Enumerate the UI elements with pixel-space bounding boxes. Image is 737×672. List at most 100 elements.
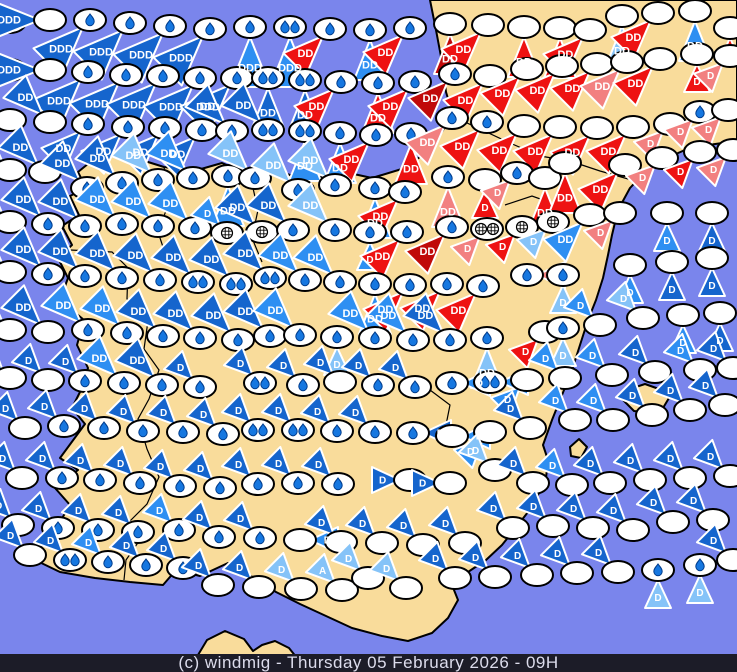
- wind-strength-label: D: [542, 354, 549, 365]
- wind-station-symbol: [222, 230, 287, 290]
- rain-drop-icon: [197, 123, 207, 137]
- wind-cone: [692, 438, 724, 470]
- station-oval: [596, 408, 630, 432]
- wind-cone: [662, 332, 694, 364]
- rain-drop-icon: [122, 326, 132, 340]
- copyright-date-text: (c) windmig - Thursday 05 February 2026 …: [178, 653, 559, 672]
- wind-station-symbol: [479, 161, 534, 211]
- wind-strength-label: DDD: [89, 46, 113, 58]
- station-oval: [610, 50, 644, 74]
- wind-strength-label: DD: [203, 254, 219, 266]
- station-oval: [626, 306, 660, 330]
- wind-station-symbol: [690, 98, 737, 148]
- wind-cone: [404, 233, 446, 275]
- wind-strength-label: DD: [455, 44, 471, 56]
- rain-drop-icon: [117, 217, 127, 231]
- wind-strength-label: D: [120, 407, 127, 418]
- wind-station-symbol: [300, 446, 355, 496]
- rain-drop-icon: [85, 13, 95, 27]
- wind-strength-label: DD: [307, 252, 323, 264]
- wind-cone: [695, 522, 727, 554]
- wind-station-symbol: [220, 392, 275, 442]
- wind-strength-label: DD: [479, 367, 495, 379]
- station-oval: [241, 418, 275, 442]
- rain-drop-icon: [365, 23, 375, 37]
- wind-strength-label: D: [707, 452, 714, 463]
- wind-cone: [686, 574, 714, 604]
- wind-strength-label: D: [650, 498, 657, 509]
- station-oval: [243, 371, 277, 395]
- wind-symbols-layer: [0, 0, 737, 609]
- wind-strength-label: D: [481, 203, 488, 214]
- station-oval: [520, 563, 554, 587]
- wind-cone: [595, 492, 627, 524]
- wind-station-symbol: [582, 201, 637, 251]
- wind-station-symbol: [652, 372, 707, 422]
- wind-strength-label: D: [392, 363, 399, 374]
- wind-station-symbol: [282, 17, 347, 77]
- wind-cone: [635, 484, 667, 516]
- wind-station-symbol: [114, 337, 179, 397]
- rain-drop-icon: [195, 380, 205, 394]
- wind-station-symbol: [327, 290, 392, 350]
- wind-strength-label: DD: [15, 194, 31, 206]
- wind-strength-label: DD: [54, 158, 70, 170]
- wind-cone: [222, 345, 254, 377]
- wind-cone: [0, 284, 42, 326]
- rain-drop-icon: [480, 375, 490, 389]
- wind-strength-label: DD: [308, 101, 324, 113]
- wind-station-symbol: [222, 500, 277, 550]
- rain-drop-icon: [293, 476, 303, 490]
- wind-cone: [435, 292, 477, 334]
- station-oval: [0, 158, 27, 182]
- wind-strength-label: D: [204, 209, 211, 220]
- wind-strength-label: D: [677, 346, 684, 357]
- wind-station-symbol: [457, 539, 512, 589]
- wind-station-symbol: [479, 57, 544, 117]
- wind-station-symbol: [74, 176, 139, 236]
- wind-strength-label: D: [577, 301, 584, 312]
- rain-drop-icon: [333, 477, 343, 491]
- wind-strength-label: D: [47, 536, 54, 547]
- wind-cone: [515, 228, 547, 260]
- rain-drop-icon: [214, 530, 224, 544]
- wind-station-symbol: [683, 553, 717, 604]
- wind-cone: [577, 171, 619, 213]
- wind-strength-label: DD: [414, 303, 430, 315]
- wind-station-symbol: [344, 505, 399, 555]
- wind-cone: [652, 440, 684, 472]
- wind-station-symbol: [102, 445, 157, 495]
- station-oval: [548, 151, 582, 175]
- wind-strength-label: D: [156, 506, 163, 517]
- station-oval: [283, 528, 317, 552]
- wind-strength-label: D: [472, 553, 479, 564]
- wind-strength-label: D: [81, 404, 88, 415]
- wind-strength-label: DD: [297, 48, 313, 60]
- wind-strength-label: D: [549, 461, 556, 472]
- wind-station-symbol: [495, 445, 550, 495]
- wind-cone: [47, 343, 79, 375]
- rain-drop-icon: [250, 376, 260, 390]
- station-oval: [616, 115, 650, 139]
- rain-drop-icon: [155, 273, 165, 287]
- wind-strength-label: D: [530, 237, 537, 248]
- wind-strength-label: D: [379, 476, 386, 487]
- station-oval: [471, 13, 505, 37]
- wind-strength-label: D: [0, 501, 2, 512]
- wind-strength-label: DD: [89, 248, 105, 260]
- station-oval: [666, 303, 700, 327]
- wind-strength-label: A: [319, 566, 326, 577]
- wind-strength-label: DD: [594, 81, 610, 93]
- wind-strength-label: DD: [342, 308, 358, 320]
- fog-icon: [486, 222, 500, 236]
- wind-strength-label: DD: [205, 310, 221, 322]
- wind-station-symbol: [293, 70, 358, 130]
- wind-cone: [440, 31, 482, 73]
- wind-cone: [110, 132, 152, 174]
- rain-drop-icon: [205, 22, 215, 36]
- wind-cone: [692, 62, 724, 94]
- wind-cone: [190, 292, 232, 334]
- wind-cone: [32, 522, 64, 554]
- wind-strength-label: D: [39, 454, 46, 465]
